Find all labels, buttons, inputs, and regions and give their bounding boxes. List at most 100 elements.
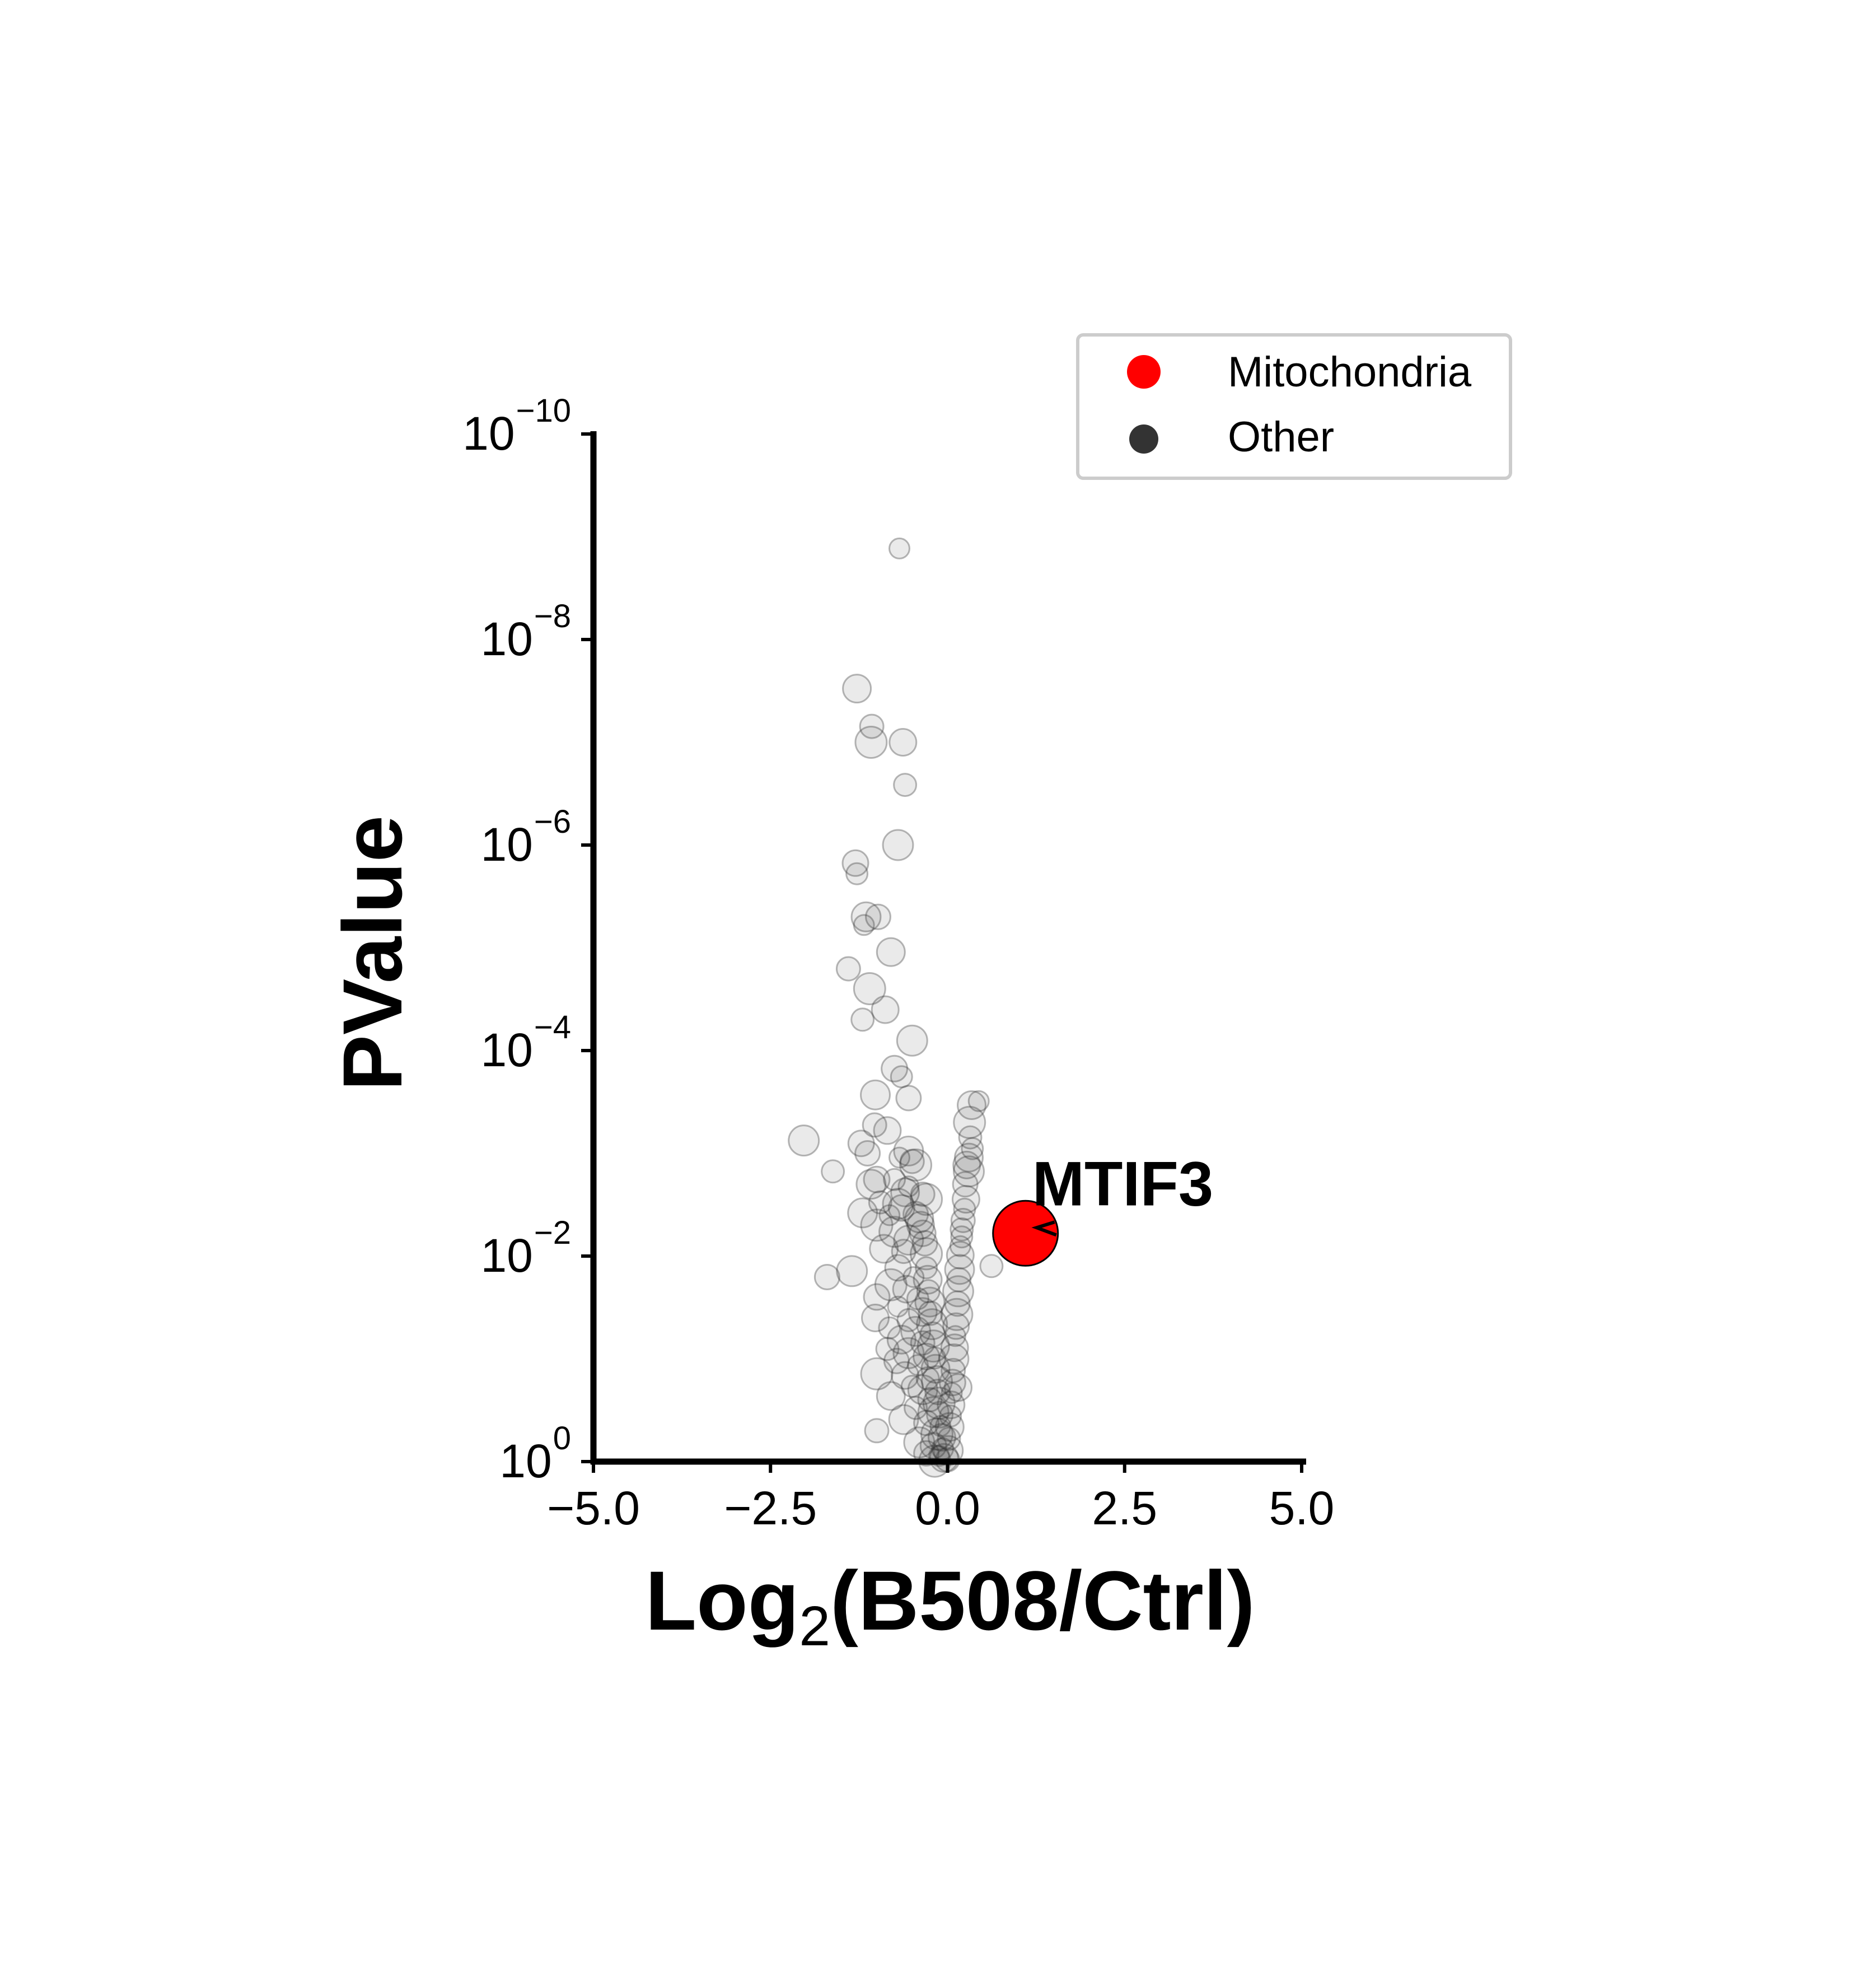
point-other (924, 1379, 951, 1406)
point-other (862, 1112, 887, 1138)
point-other (949, 1235, 971, 1257)
point-other (904, 1396, 928, 1420)
point-other (873, 1116, 902, 1145)
annotation-leader-line (1031, 1220, 1057, 1237)
point-other (950, 1207, 976, 1233)
point-other (946, 1267, 972, 1292)
point-other (891, 1239, 916, 1264)
point-other (942, 1275, 974, 1308)
point-other (940, 1333, 969, 1362)
y-tick-label-exponent: −10 (516, 393, 571, 429)
point-other (906, 1287, 929, 1310)
point-other (882, 829, 914, 861)
point-other (850, 901, 882, 932)
point-other (854, 726, 888, 759)
x-tick-label: 2.5 (1092, 1482, 1157, 1534)
point-other (875, 1337, 900, 1361)
point-other (944, 1325, 966, 1347)
point-other (913, 1264, 943, 1295)
point-other (836, 1255, 868, 1287)
point-other (896, 1308, 921, 1332)
point-other (906, 1211, 935, 1240)
point-other (863, 1283, 891, 1311)
point-other (893, 1135, 924, 1166)
point-other (920, 1417, 953, 1451)
y-tick-label-base: 10 (480, 818, 532, 871)
point-other (944, 1373, 972, 1402)
point-other (908, 1297, 938, 1327)
point-other (927, 1423, 956, 1452)
y-tick-label-base: 10 (480, 613, 532, 665)
point-other (918, 1300, 943, 1326)
y-tick-label-base: 10 (480, 1024, 532, 1076)
point-other (953, 1105, 986, 1139)
x-tick-label: 0.0 (915, 1482, 980, 1534)
point-other (909, 1219, 937, 1247)
y-tick-label-base: 10 (499, 1435, 551, 1487)
point-other (896, 1024, 928, 1057)
point-other (967, 1090, 990, 1112)
point-other (835, 956, 861, 982)
point-other (847, 1197, 878, 1229)
point-other (938, 1343, 970, 1374)
point-other (854, 1140, 881, 1166)
point-other (910, 1237, 943, 1271)
point-other (895, 1085, 922, 1112)
point-other (884, 1254, 912, 1282)
point-other (900, 1375, 924, 1398)
point-other (946, 1240, 975, 1270)
point-other (888, 1146, 910, 1169)
point-other (952, 1171, 979, 1198)
point-other (910, 1183, 943, 1216)
point-other (915, 1256, 938, 1280)
legend-frame (1076, 333, 1512, 480)
x-tick-label: −2.5 (724, 1482, 817, 1534)
y-tick-label-exponent: −6 (534, 804, 571, 840)
point-other (937, 1390, 966, 1420)
point-other (941, 1382, 963, 1404)
point-other (883, 1347, 910, 1374)
point-other (845, 862, 869, 885)
point-other (864, 1418, 890, 1444)
highlight-layer (992, 1200, 1059, 1267)
legend-marker-other (1129, 424, 1158, 454)
x-tick-label: 5.0 (1269, 1482, 1335, 1534)
point-other (882, 1188, 914, 1220)
point-other (917, 1387, 943, 1412)
point-other (878, 1316, 901, 1340)
legend-label-mitochondria: Mitochondria (1228, 348, 1472, 396)
data-points-layer (788, 537, 1004, 1478)
point-other (886, 1324, 916, 1355)
point-other (926, 1401, 954, 1429)
x-axis-title-subscript: 2 (799, 1595, 830, 1658)
point-mitochondria (992, 1200, 1059, 1267)
y-tick-label-exponent: −4 (534, 1009, 571, 1046)
annotation-label: MTIF3 (1032, 1149, 1214, 1219)
point-other (939, 1404, 962, 1428)
point-other (954, 1142, 984, 1173)
point-other (869, 1234, 899, 1264)
point-other (950, 1225, 974, 1249)
point-other (890, 1177, 920, 1207)
legend-label-other: Other (1228, 413, 1334, 461)
point-other (888, 728, 918, 757)
y-tick-label-exponent: −2 (534, 1215, 571, 1251)
point-other (916, 1308, 948, 1341)
point-other (878, 1204, 901, 1226)
point-other (916, 1329, 950, 1363)
point-other (888, 537, 910, 559)
point-other (876, 937, 906, 967)
x-axis-title-prefix: Log (645, 1553, 799, 1648)
point-other (907, 1374, 938, 1406)
point-other (874, 1268, 908, 1301)
y-tick-label-exponent: −8 (534, 598, 571, 634)
point-other (860, 1079, 891, 1110)
point-other (957, 1090, 986, 1120)
point-other (892, 1337, 925, 1369)
legend-marker-mitochondria (1127, 355, 1161, 389)
point-other (953, 1155, 985, 1188)
point-other (893, 1225, 924, 1256)
point-other (915, 1366, 940, 1390)
point-other (961, 1137, 984, 1160)
point-other (860, 1208, 894, 1242)
